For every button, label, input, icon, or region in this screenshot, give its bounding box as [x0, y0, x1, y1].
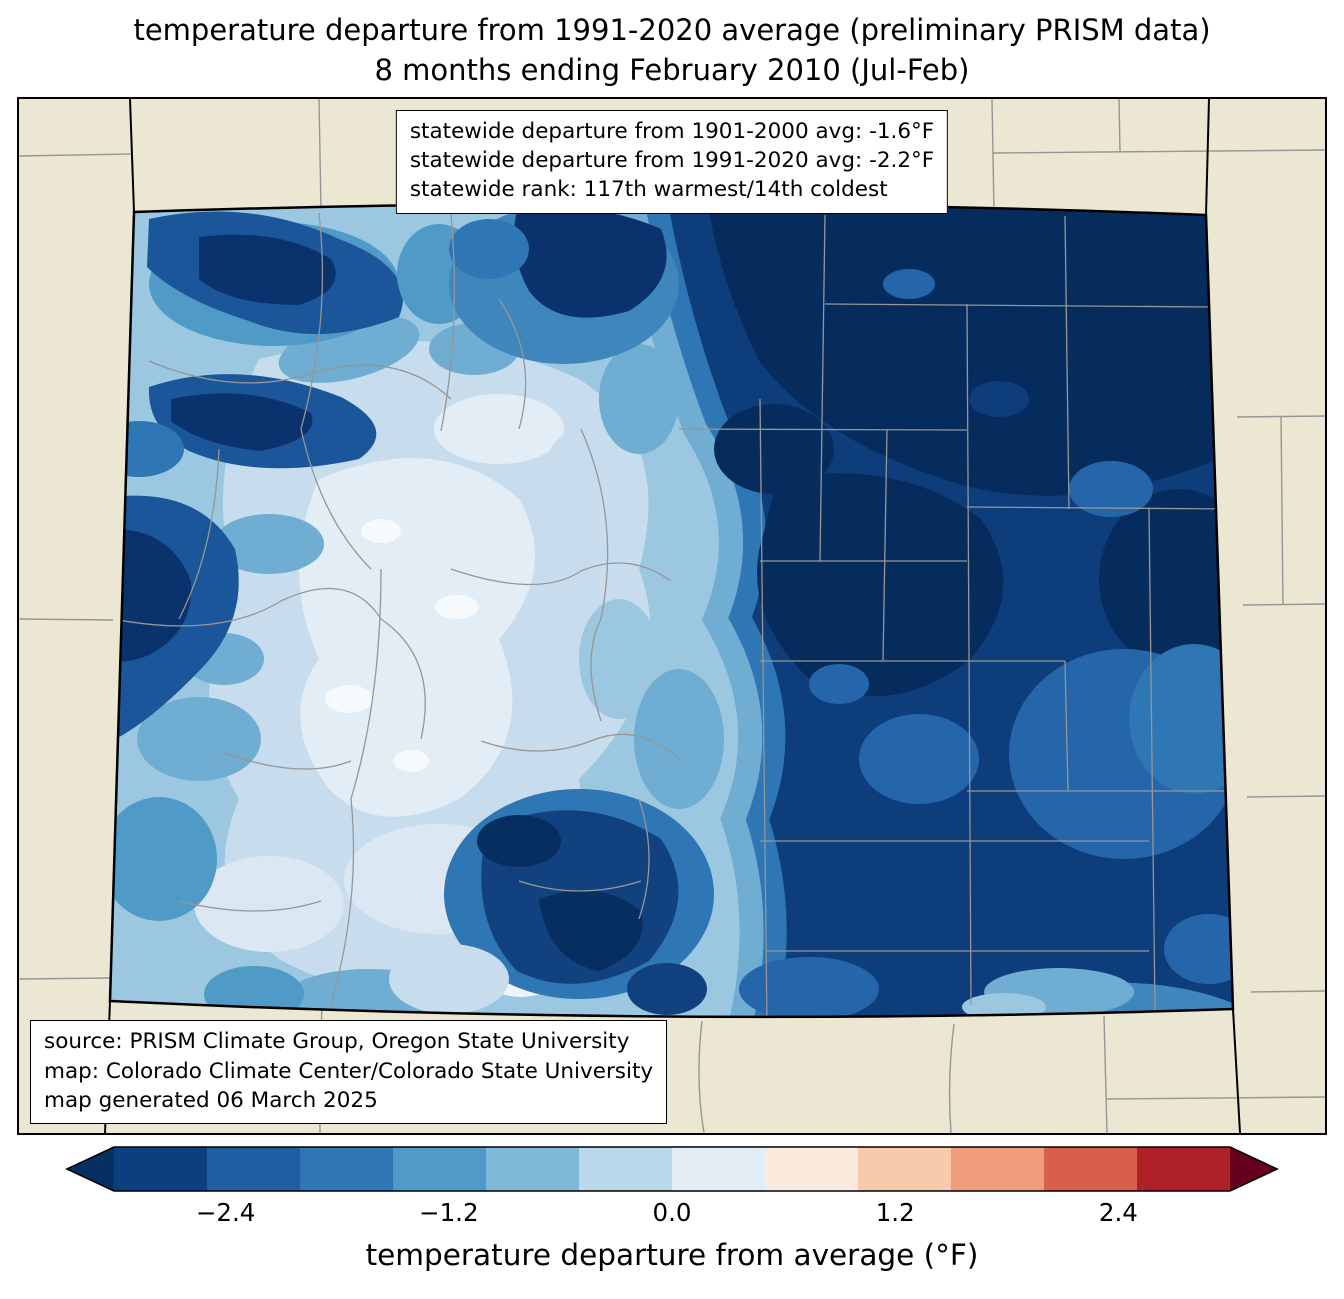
stats-line-rank: statewide rank: 117th warmest/14th colde… — [409, 177, 888, 203]
colorbar-tick-labels: −2.4 −1.2 0.0 1.2 2.4 — [114, 1198, 1230, 1230]
colorbar-tick: 2.4 — [1098, 1198, 1138, 1227]
colorbar-tick: 1.2 — [875, 1198, 915, 1227]
map-area: statewide departure from 1901-2000 avg: … — [17, 97, 1327, 1135]
title-line-1: temperature departure from 1991-2020 ave… — [133, 13, 1211, 47]
colorbar-segments — [114, 1147, 1231, 1191]
temperature-contours — [110, 203, 1233, 1017]
statewide-stats-box: statewide departure from 1901-2000 avg: … — [395, 110, 949, 214]
source-credit-box: source: PRISM Climate Group, Oregon Stat… — [30, 1020, 668, 1124]
colorbar-tick: −1.2 — [419, 1198, 479, 1227]
colorbar-outline — [65, 1146, 1279, 1192]
colorbar-axis-label: temperature departure from average (°F) — [365, 1238, 979, 1272]
colorbar-tick: 0.0 — [652, 1198, 692, 1227]
map-credit-line: map: Colorado Climate Center/Colorado St… — [44, 1058, 654, 1084]
colorbar-tick: −2.4 — [195, 1198, 256, 1227]
map-title: temperature departure from 1991-2020 ave… — [0, 10, 1344, 90]
colorado-map-svg — [19, 99, 1325, 1133]
generated-date-line: map generated 06 March 2025 — [44, 1087, 378, 1113]
title-line-2: 8 months ending February 2010 (Jul-Feb) — [374, 53, 970, 88]
source-line: source: PRISM Climate Group, Oregon Stat… — [44, 1029, 630, 1055]
county-lines — [112, 212, 1233, 1017]
stats-line-1991-2020: statewide departure from 1991-2020 avg: … — [409, 148, 935, 174]
colorbar-left-arrow — [67, 1147, 114, 1191]
colorbar — [65, 1146, 1279, 1192]
colorbar-right-arrow — [1230, 1147, 1277, 1191]
stats-line-1901-2000: statewide departure from 1901-2000 avg: … — [409, 119, 935, 144]
